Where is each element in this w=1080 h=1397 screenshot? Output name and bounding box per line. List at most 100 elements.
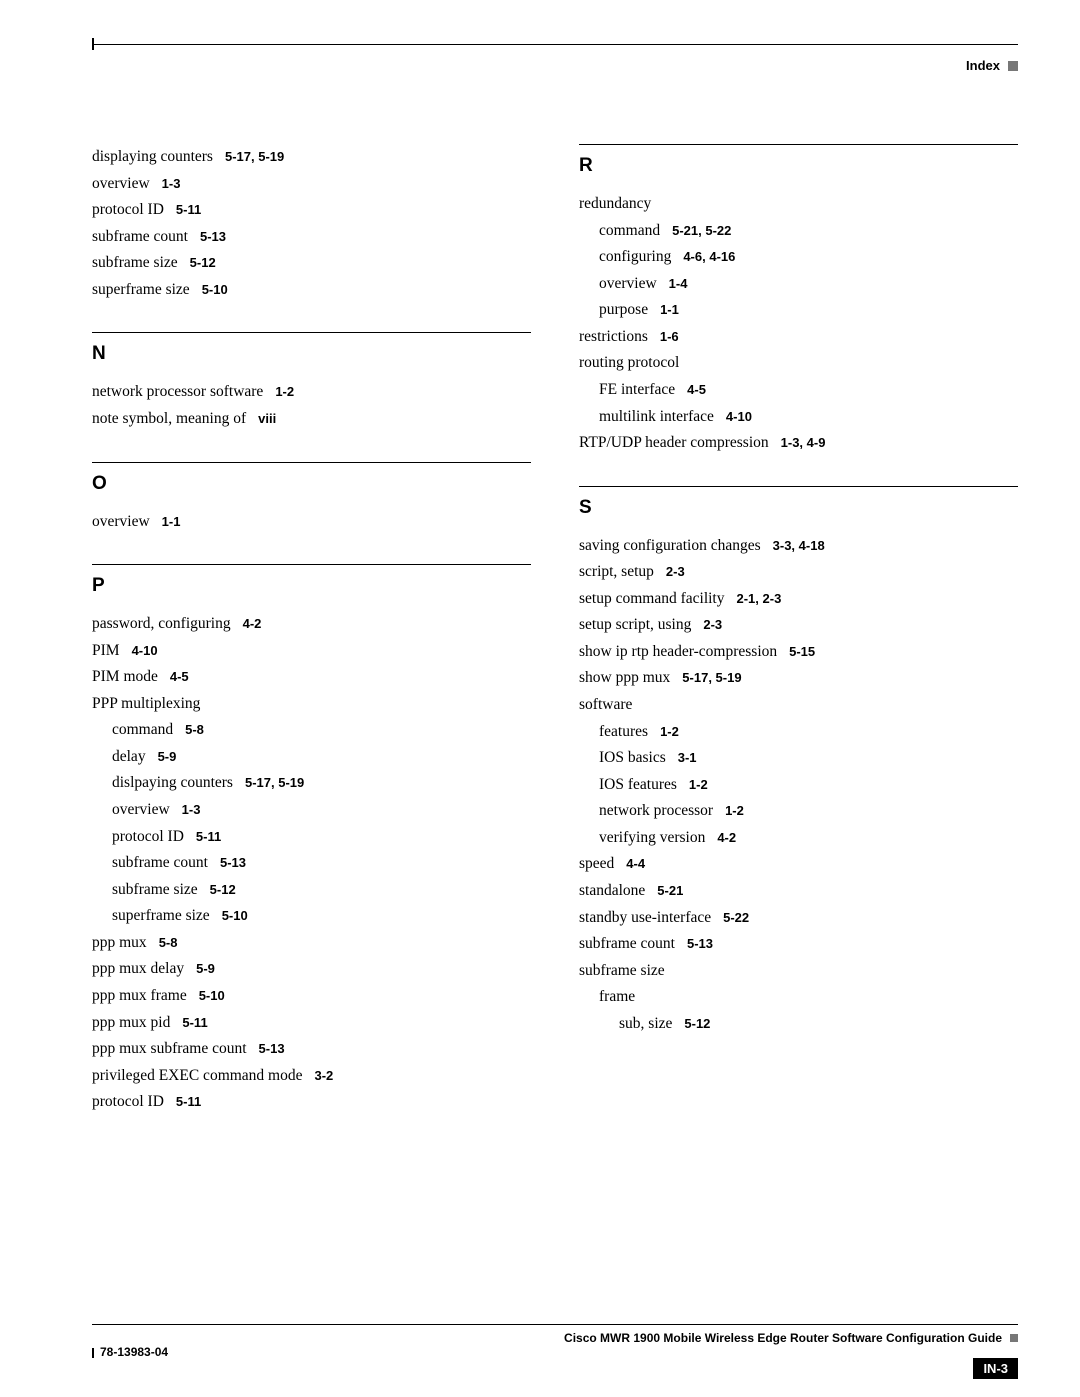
entry-page-ref: 1-3: [170, 802, 201, 817]
index-entry: displaying counters5-17, 5-19: [92, 144, 531, 170]
section-rule: [92, 462, 531, 463]
entry-page-ref: 4-2: [231, 616, 262, 631]
entry-page-ref: 5-10: [187, 988, 225, 1003]
index-entry: routing protocol: [579, 350, 1018, 376]
right-column: Rredundancycommand5-21, 5-22configuring4…: [579, 144, 1018, 1116]
entry-page-ref: 5-8: [173, 722, 204, 737]
entry-page-ref: 1-2: [263, 384, 294, 399]
section-letter: P: [92, 575, 531, 597]
entry-page-ref: 5-12: [178, 255, 216, 270]
entry-page-ref: 5-10: [190, 282, 228, 297]
entry-page-ref: viii: [246, 411, 276, 426]
docnum-text: 78-13983-04: [100, 1345, 168, 1359]
entry-page-ref: 4-10: [714, 409, 752, 424]
index-entry: PPP multiplexing: [92, 691, 531, 717]
index-entry: restrictions1-6: [579, 324, 1018, 350]
footer-docnum: 78-13983-04: [92, 1331, 168, 1359]
entry-page-ref: 5-17, 5-19: [233, 775, 304, 790]
index-entry: network processor software1-2: [92, 379, 531, 405]
entry-label: configuring: [599, 248, 671, 265]
header-text: Index: [966, 58, 1000, 73]
entry-label: redundancy: [579, 195, 651, 212]
entry-label: RTP/UDP header compression: [579, 434, 769, 451]
index-entry: delay5-9: [92, 744, 531, 770]
entry-page-ref: 5-15: [777, 644, 815, 659]
entry-page-ref: 4-5: [158, 669, 189, 684]
index-entry: verifying version4-2: [579, 825, 1018, 851]
entry-label: privileged EXEC command mode: [92, 1067, 303, 1084]
index-entry: ppp mux pid5-11: [92, 1010, 531, 1036]
entry-page-ref: 5-8: [147, 935, 178, 950]
index-entry: FE interface4-5: [579, 377, 1018, 403]
entry-label: protocol ID: [112, 828, 184, 845]
entry-label: IOS features: [599, 776, 677, 793]
index-entry: subframe count5-13: [92, 224, 531, 250]
index-entry: overview1-4: [579, 271, 1018, 297]
left-column: displaying counters5-17, 5-19overview1-3…: [92, 144, 531, 1116]
index-entry: superframe size5-10: [92, 903, 531, 929]
entry-page-ref: 2-3: [654, 564, 685, 579]
entry-page-ref: 1-1: [648, 302, 679, 317]
entry-label: software: [579, 696, 632, 713]
index-entry: redundancy: [579, 191, 1018, 217]
index-entry: setup script, using2-3: [579, 612, 1018, 638]
entry-label: command: [599, 222, 660, 239]
entry-label: overview: [112, 801, 170, 818]
entry-label: show ppp mux: [579, 669, 670, 686]
entry-label: standalone: [579, 882, 645, 899]
index-entry: RTP/UDP header compression1-3, 4-9: [579, 430, 1018, 456]
entry-page-ref: 1-2: [713, 803, 744, 818]
section-rule: [579, 144, 1018, 145]
entry-page-ref: 5-11: [164, 202, 201, 217]
index-entry: overview1-3: [92, 797, 531, 823]
index-entry: IOS basics3-1: [579, 745, 1018, 771]
entry-label: subframe count: [92, 228, 188, 245]
page-number: IN-3: [973, 1358, 1018, 1379]
entry-label: saving configuration changes: [579, 537, 761, 554]
index-entry: subframe count5-13: [92, 850, 531, 876]
entry-label: ppp mux: [92, 934, 147, 951]
entry-page-ref: 5-9: [184, 961, 215, 976]
index-entry: saving configuration changes3-3, 4-18: [579, 533, 1018, 559]
entry-label: subframe size: [579, 962, 665, 979]
entry-page-ref: 5-12: [672, 1016, 710, 1031]
entry-page-ref: 3-2: [303, 1068, 334, 1083]
entry-label: protocol ID: [92, 1093, 164, 1110]
entry-label: PPP multiplexing: [92, 695, 200, 712]
entry-label: speed: [579, 855, 614, 872]
section-rule: [92, 332, 531, 333]
entry-label: password, configuring: [92, 615, 231, 632]
index-entry: IOS features1-2: [579, 772, 1018, 798]
entry-page-ref: 1-1: [150, 514, 181, 529]
entry-label: ppp mux delay: [92, 960, 184, 977]
index-page: Index displaying counters5-17, 5-19overv…: [0, 0, 1080, 1397]
entry-label: displaying counters: [92, 148, 213, 165]
entry-label: subframe size: [112, 881, 198, 898]
entry-page-ref: 4-10: [120, 643, 158, 658]
entry-label: IOS basics: [599, 749, 666, 766]
entry-label: show ip rtp header-compression: [579, 643, 777, 660]
index-entry: multilink interface4-10: [579, 404, 1018, 430]
entry-label: ppp mux frame: [92, 987, 187, 1004]
entry-page-ref: 4-6, 4-16: [671, 249, 735, 264]
entry-page-ref: 5-13: [188, 229, 226, 244]
index-entry: privileged EXEC command mode3-2: [92, 1063, 531, 1089]
entry-page-ref: 5-17, 5-19: [670, 670, 741, 685]
section-letter: S: [579, 497, 1018, 519]
entry-label: FE interface: [599, 381, 675, 398]
entry-label: ppp mux subframe count: [92, 1040, 247, 1057]
index-entry: superframe size5-10: [92, 277, 531, 303]
entry-page-ref: 5-9: [146, 749, 177, 764]
index-entry: protocol ID5-11: [92, 197, 531, 223]
entry-page-ref: 1-3: [150, 176, 181, 191]
header-square-icon: [1008, 61, 1018, 71]
index-entry: password, configuring4-2: [92, 611, 531, 637]
index-entry: overview1-1: [92, 509, 531, 535]
index-entry: frame: [579, 984, 1018, 1010]
entry-page-ref: 5-17, 5-19: [213, 149, 284, 164]
index-entry: dislpaying counters5-17, 5-19: [92, 770, 531, 796]
index-entry: standby use-interface5-22: [579, 905, 1018, 931]
footer-square-icon: [1010, 1334, 1018, 1342]
entry-label: verifying version: [599, 829, 705, 846]
entry-page-ref: 5-12: [198, 882, 236, 897]
